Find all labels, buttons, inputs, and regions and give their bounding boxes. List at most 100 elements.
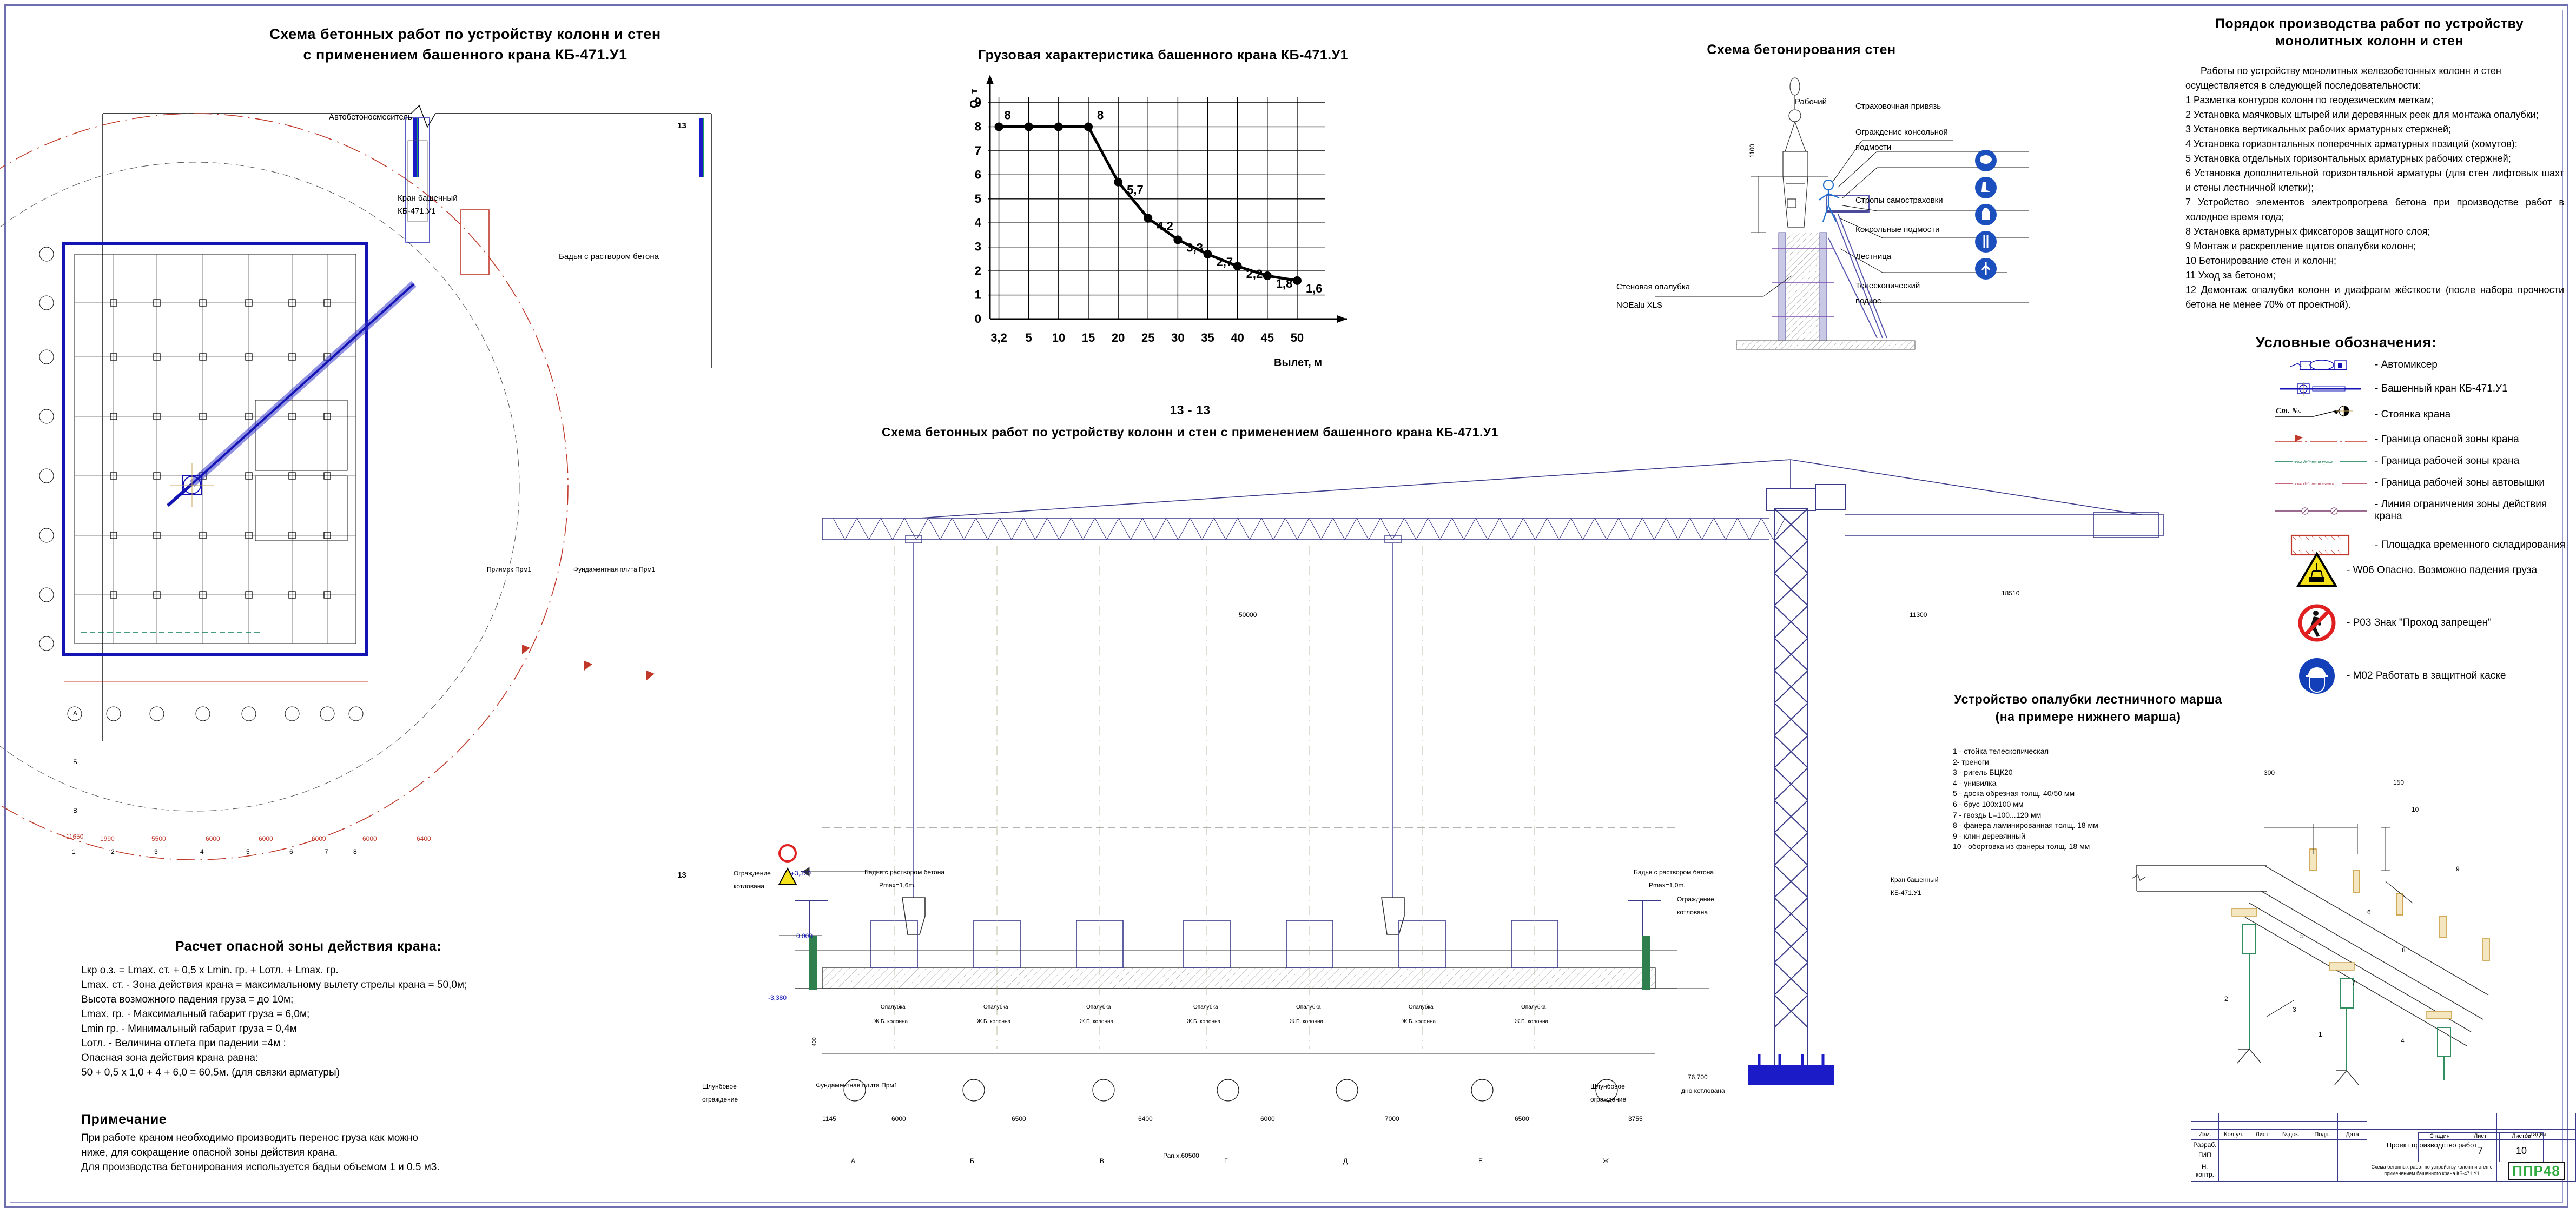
column-label-6: Ж.Б. колонна bbox=[1402, 1019, 1436, 1025]
section-dim-7000: 7000 bbox=[1385, 1115, 1399, 1123]
tb-blank-r1c2 bbox=[2218, 1113, 2249, 1122]
section-span-11300: 11300 bbox=[1910, 611, 1927, 619]
section-grid-zh: Ж bbox=[1603, 1157, 1609, 1165]
order-item-1: 1 Разметка контуров колонн по геодезичес… bbox=[2185, 95, 2434, 105]
note-line-1: При работе краном необходимо производить… bbox=[81, 1132, 418, 1144]
sign-label-falling-load: - W06 Опасно. Возможно падения груза bbox=[2347, 565, 2538, 576]
section-dim-6000a: 6000 bbox=[891, 1115, 906, 1123]
order-intro-line2: осуществляется в следующей последователь… bbox=[2185, 80, 2421, 91]
legend-label-crane-limit: - Линия ограничения зоны действия крана bbox=[2375, 499, 2547, 522]
note-title: Примечание bbox=[81, 1112, 167, 1127]
danger-calc-line-6: Lотл. - Величина отлета при падении =4м … bbox=[81, 1037, 286, 1049]
svg-text:8: 8 bbox=[1097, 108, 1104, 122]
danger-calc-line-5: Lmin гр. - Минимальный габарит груза = 0… bbox=[81, 1023, 297, 1034]
tb-r5c5 bbox=[2306, 1150, 2339, 1160]
wall-concreting-title: Схема бетонирования стен bbox=[1707, 42, 1896, 57]
section-span-50000: 50000 bbox=[1239, 611, 1257, 619]
svg-text:30: 30 bbox=[1171, 331, 1184, 344]
counter-header-sheets: Листов bbox=[2499, 1132, 2544, 1140]
section-railing-left-line2: котлована bbox=[734, 883, 765, 890]
load-chart-title: Грузовая характеристика башенного крана … bbox=[977, 48, 1349, 63]
stair-formwork-drawing bbox=[2131, 746, 2564, 1092]
tb-sheet-name-line1: Схема бетонных работ по устройству колон… bbox=[2371, 1164, 2493, 1170]
wall-formwork-label-line2: NOEalu XLS bbox=[1616, 301, 1663, 310]
tb-blank-top-right bbox=[2366, 1113, 2497, 1130]
svg-text:6: 6 bbox=[975, 168, 981, 181]
section-tag-top: 13 bbox=[677, 121, 686, 130]
legend-row-storage-area: - Площадка временного складирования bbox=[2267, 532, 2570, 558]
section-slab-label: Фундаментная плита Прм1 bbox=[816, 1082, 898, 1089]
grid-letter-b: Б bbox=[73, 758, 77, 766]
storage-area-icon bbox=[2267, 532, 2375, 558]
site-plan-drawing bbox=[0, 76, 768, 898]
formwork-label-4: Опалубка bbox=[1193, 1004, 1218, 1010]
stair-num-4: 4 bbox=[2401, 1037, 2405, 1045]
order-item-9: 9 Монтаж и раскрепление щитов опалубки к… bbox=[2185, 241, 2416, 251]
stair-item-6: 6 - брус 100х100 мм bbox=[1953, 799, 2024, 808]
sheet-counter-table: Стадия Лист Листов 7 10 bbox=[2418, 1132, 2544, 1162]
column-label-7: Ж.Б. колонна bbox=[1515, 1019, 1549, 1025]
svg-text:20: 20 bbox=[1112, 331, 1125, 344]
tower-crane-label-line2: КБ-471.У1 bbox=[398, 207, 436, 216]
crane-stand-icon: Ст. №. bbox=[2267, 406, 2375, 424]
crane-limit-line-icon bbox=[2267, 505, 2375, 516]
order-item-10: 10 Бетонирование стен и колонн; bbox=[2185, 255, 2337, 266]
stair-num-9: 9 bbox=[2456, 865, 2460, 873]
tb-r4c3 bbox=[2248, 1139, 2276, 1150]
section-dim-3755: 3755 bbox=[1628, 1115, 1643, 1123]
stair-num-1: 1 bbox=[2319, 1031, 2322, 1038]
legend-row-danger-zone: - Граница опасной зоны крана bbox=[2267, 434, 2570, 446]
section-drawing bbox=[757, 449, 2250, 1130]
chart-x-axis-label: Вылет, м bbox=[1274, 357, 1323, 369]
svg-text:25: 25 bbox=[1141, 331, 1154, 344]
plan-dim-6000-c: 6000 bbox=[312, 835, 326, 842]
telescopic-label-line2: подкос bbox=[1855, 296, 1881, 306]
tb-header-list: Лист bbox=[2248, 1129, 2276, 1140]
order-item-2: 2 Установка маячковых штырей или деревян… bbox=[2185, 109, 2539, 120]
tb-header-data: Дата bbox=[2337, 1129, 2367, 1140]
tb-blank-r2c5 bbox=[2306, 1121, 2339, 1130]
tb-r4c2 bbox=[2218, 1139, 2249, 1150]
svg-text:2: 2 bbox=[975, 264, 981, 277]
wall-formwork-label-line1: Стеновая опалубка bbox=[1616, 282, 1690, 291]
grid-number-7: 7 bbox=[325, 848, 328, 855]
elev-plus-3350: +3,350 bbox=[791, 870, 811, 877]
plan-scheme-title-line1: Схема бетонных работ по устройству колон… bbox=[269, 26, 661, 42]
sheet-pile-right-line1: Шлунбовое bbox=[1590, 1083, 1625, 1090]
order-intro-line1: Работы по устройству монолитных железобе… bbox=[2201, 65, 2501, 76]
tb-blank-r1c6 bbox=[2337, 1113, 2367, 1122]
tb-r6c3 bbox=[2248, 1160, 2276, 1182]
danger-calc-line-1: Lкр о.з. = Lmax. ст. + 0,5 x Lmin. гр. +… bbox=[81, 965, 339, 976]
plan-dim-6000-a: 6000 bbox=[206, 835, 220, 842]
grid-number-4: 4 bbox=[200, 848, 204, 855]
section-crane-label-line2: КБ-471.У1 bbox=[1891, 889, 1921, 897]
tb-sheet-name-line2: применением башенного крана КБ-471.У1 bbox=[2384, 1171, 2480, 1176]
tb-r4c5 bbox=[2306, 1139, 2339, 1150]
tb-r6c5 bbox=[2306, 1160, 2339, 1182]
tb-blank-r2c6 bbox=[2337, 1121, 2367, 1130]
legend-label-automixer: - Автомиксер bbox=[2375, 359, 2438, 370]
counter-header-sheet: Лист bbox=[2461, 1132, 2500, 1140]
counter-header-stage: Стадия bbox=[2418, 1132, 2461, 1140]
danger-calc-line-4: Lmax. гр. - Максимальный габарит груза =… bbox=[81, 1008, 310, 1020]
stair-num-10: 10 bbox=[2412, 806, 2419, 813]
section-dim-6000b: 6000 bbox=[1260, 1115, 1275, 1123]
section-grid-a: A bbox=[851, 1157, 856, 1165]
counter-stage-value bbox=[2418, 1139, 2461, 1162]
tb-header-koluch: Кол.уч. bbox=[2218, 1129, 2249, 1140]
section-dim-6500a: 6500 bbox=[1012, 1115, 1026, 1123]
section-grid-e: Е bbox=[1478, 1157, 1483, 1165]
sheet-border-inner bbox=[10, 10, 2563, 1203]
section-tag-bottom: 13 bbox=[677, 871, 686, 880]
telescopic-label-line1: Телескопический bbox=[1855, 281, 1920, 290]
svg-text:50: 50 bbox=[1291, 331, 1304, 344]
section-height-18510: 18510 bbox=[2002, 589, 2020, 597]
legend-label-work-zone: - Граница рабочей зоны крана bbox=[2375, 455, 2520, 467]
tb-blank-r1c5 bbox=[2306, 1113, 2339, 1122]
legend-label-tower-crane: - Башенный кран КБ-471.У1 bbox=[2375, 383, 2508, 394]
stair-item-4: 4 - унивилка bbox=[1953, 778, 1997, 787]
tb-r4c6 bbox=[2337, 1139, 2367, 1150]
tower-crane-icon bbox=[2267, 382, 2375, 396]
section-title: Схема бетонных работ по устройству колон… bbox=[882, 425, 1498, 439]
tb-header-ndok: №док. bbox=[2275, 1129, 2307, 1140]
